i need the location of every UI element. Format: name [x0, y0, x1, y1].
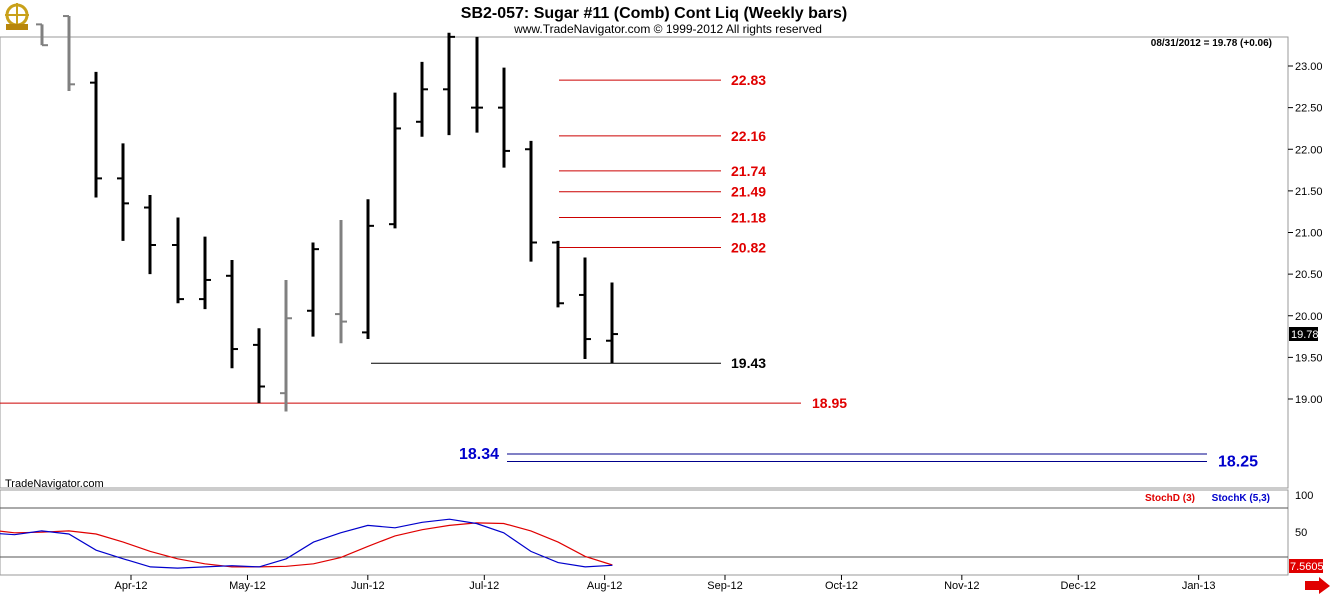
ohlc-bar	[63, 15, 75, 91]
ohlc-bar	[579, 257, 591, 360]
level-label: 20.82	[731, 239, 766, 255]
price-levels: 22.83 22.16 21.74 21.49 21.18 20.82 19.43 18.95…	[0, 72, 1258, 470]
ohlc-bar	[471, 36, 483, 133]
stoch-badge: 7.5605	[1289, 559, 1324, 573]
date-tick-label: Jan-13	[1182, 580, 1216, 592]
date-axis: Apr-12 May-12 Jun-12 Jul-12 Aug-12 Sep-12 Oct-…	[114, 575, 1215, 592]
ohlc-bar	[606, 282, 618, 364]
red-arrow-right-icon[interactable]	[1305, 577, 1330, 594]
ohlc-bar	[117, 143, 129, 241]
stoch-line	[0, 522, 613, 568]
price-tick-label: 19.00	[1295, 394, 1323, 406]
stoch-series	[0, 518, 613, 569]
ohlc-bar	[335, 220, 347, 344]
level-label: 22.16	[731, 128, 766, 144]
price-tick-label: 20.00	[1295, 311, 1323, 323]
level-label: 21.74	[731, 163, 766, 179]
legend-stochk: StochK (5,3)	[1212, 493, 1270, 504]
stoch-panel-border	[0, 489, 1289, 576]
last-price-badge: 19.78	[1289, 327, 1319, 341]
ohlc-bar	[362, 199, 374, 340]
ohlc-bars	[36, 15, 618, 412]
date-tick-label: Jul-12	[469, 580, 499, 592]
ohlc-bar	[36, 23, 48, 47]
stoch-axis: 100 50	[1295, 490, 1313, 539]
ohlc-bar	[280, 279, 292, 412]
copyright-text: www.TradeNavigator.com © 1999-2012 All r…	[513, 22, 822, 36]
svg-text:7.5605: 7.5605	[1290, 561, 1324, 573]
date-tick-label: Aug-12	[587, 580, 622, 592]
ohlc-bar	[389, 92, 401, 229]
ohlc-bar	[172, 217, 184, 304]
price-tick-label: 23.00	[1295, 61, 1323, 73]
ohlc-bar	[552, 240, 564, 308]
price-panel-border	[0, 36, 1289, 489]
date-tick-label: Jun-12	[351, 580, 385, 592]
price-tick-label: 21.00	[1295, 228, 1323, 240]
price-tick-label: 21.50	[1295, 186, 1323, 198]
watermark-text: TradeNavigator.com	[5, 478, 104, 490]
last-readout: 08/31/2012 = 19.78 (+0.06)	[1151, 38, 1272, 49]
ohlc-bar	[199, 236, 211, 310]
level-label: 19.43	[731, 355, 766, 371]
ohlc-bar	[90, 71, 102, 198]
ohlc-bar	[253, 328, 265, 404]
stoch-tick-label: 100	[1295, 490, 1313, 502]
ohlc-bar	[525, 140, 537, 262]
date-tick-label: Apr-12	[114, 580, 147, 592]
level-label: 22.83	[731, 72, 766, 88]
level-label: 18.34	[459, 446, 499, 463]
ohlc-bar	[443, 32, 455, 136]
price-tick-label: 22.00	[1295, 144, 1323, 156]
stoch-tick-label: 50	[1295, 527, 1307, 539]
level-label: 18.25	[1218, 453, 1258, 470]
logo-icon[interactable]	[3, 3, 31, 31]
ohlc-bar	[144, 195, 156, 275]
price-tick-label: 19.50	[1295, 352, 1323, 364]
svg-text:19.78: 19.78	[1291, 329, 1319, 341]
level-label: 21.49	[731, 184, 766, 200]
date-tick-label: Nov-12	[944, 580, 979, 592]
date-tick-label: Sep-12	[707, 580, 742, 592]
price-tick-label: 20.50	[1295, 269, 1323, 281]
date-tick-label: Dec-12	[1061, 580, 1096, 592]
ohlc-bar	[498, 67, 510, 168]
level-label: 21.18	[731, 210, 766, 226]
legend-stochd: StochD (3)	[1145, 493, 1195, 504]
date-tick-label: May-12	[229, 580, 266, 592]
ohlc-bar	[416, 61, 428, 137]
chart-title: SB2-057: Sugar #11 (Comb) Cont Liq (Week…	[461, 5, 847, 22]
date-tick-label: Oct-12	[825, 580, 858, 592]
ohlc-bar	[307, 242, 319, 337]
stoch-line	[0, 518, 613, 569]
level-label: 18.95	[812, 395, 847, 411]
price-tick-label: 22.50	[1295, 103, 1323, 115]
ohlc-bar	[226, 259, 238, 369]
price-axis: 19.00 19.50 20.00 20.50 21.00 21.50 22.00 22.50…	[1288, 61, 1323, 406]
